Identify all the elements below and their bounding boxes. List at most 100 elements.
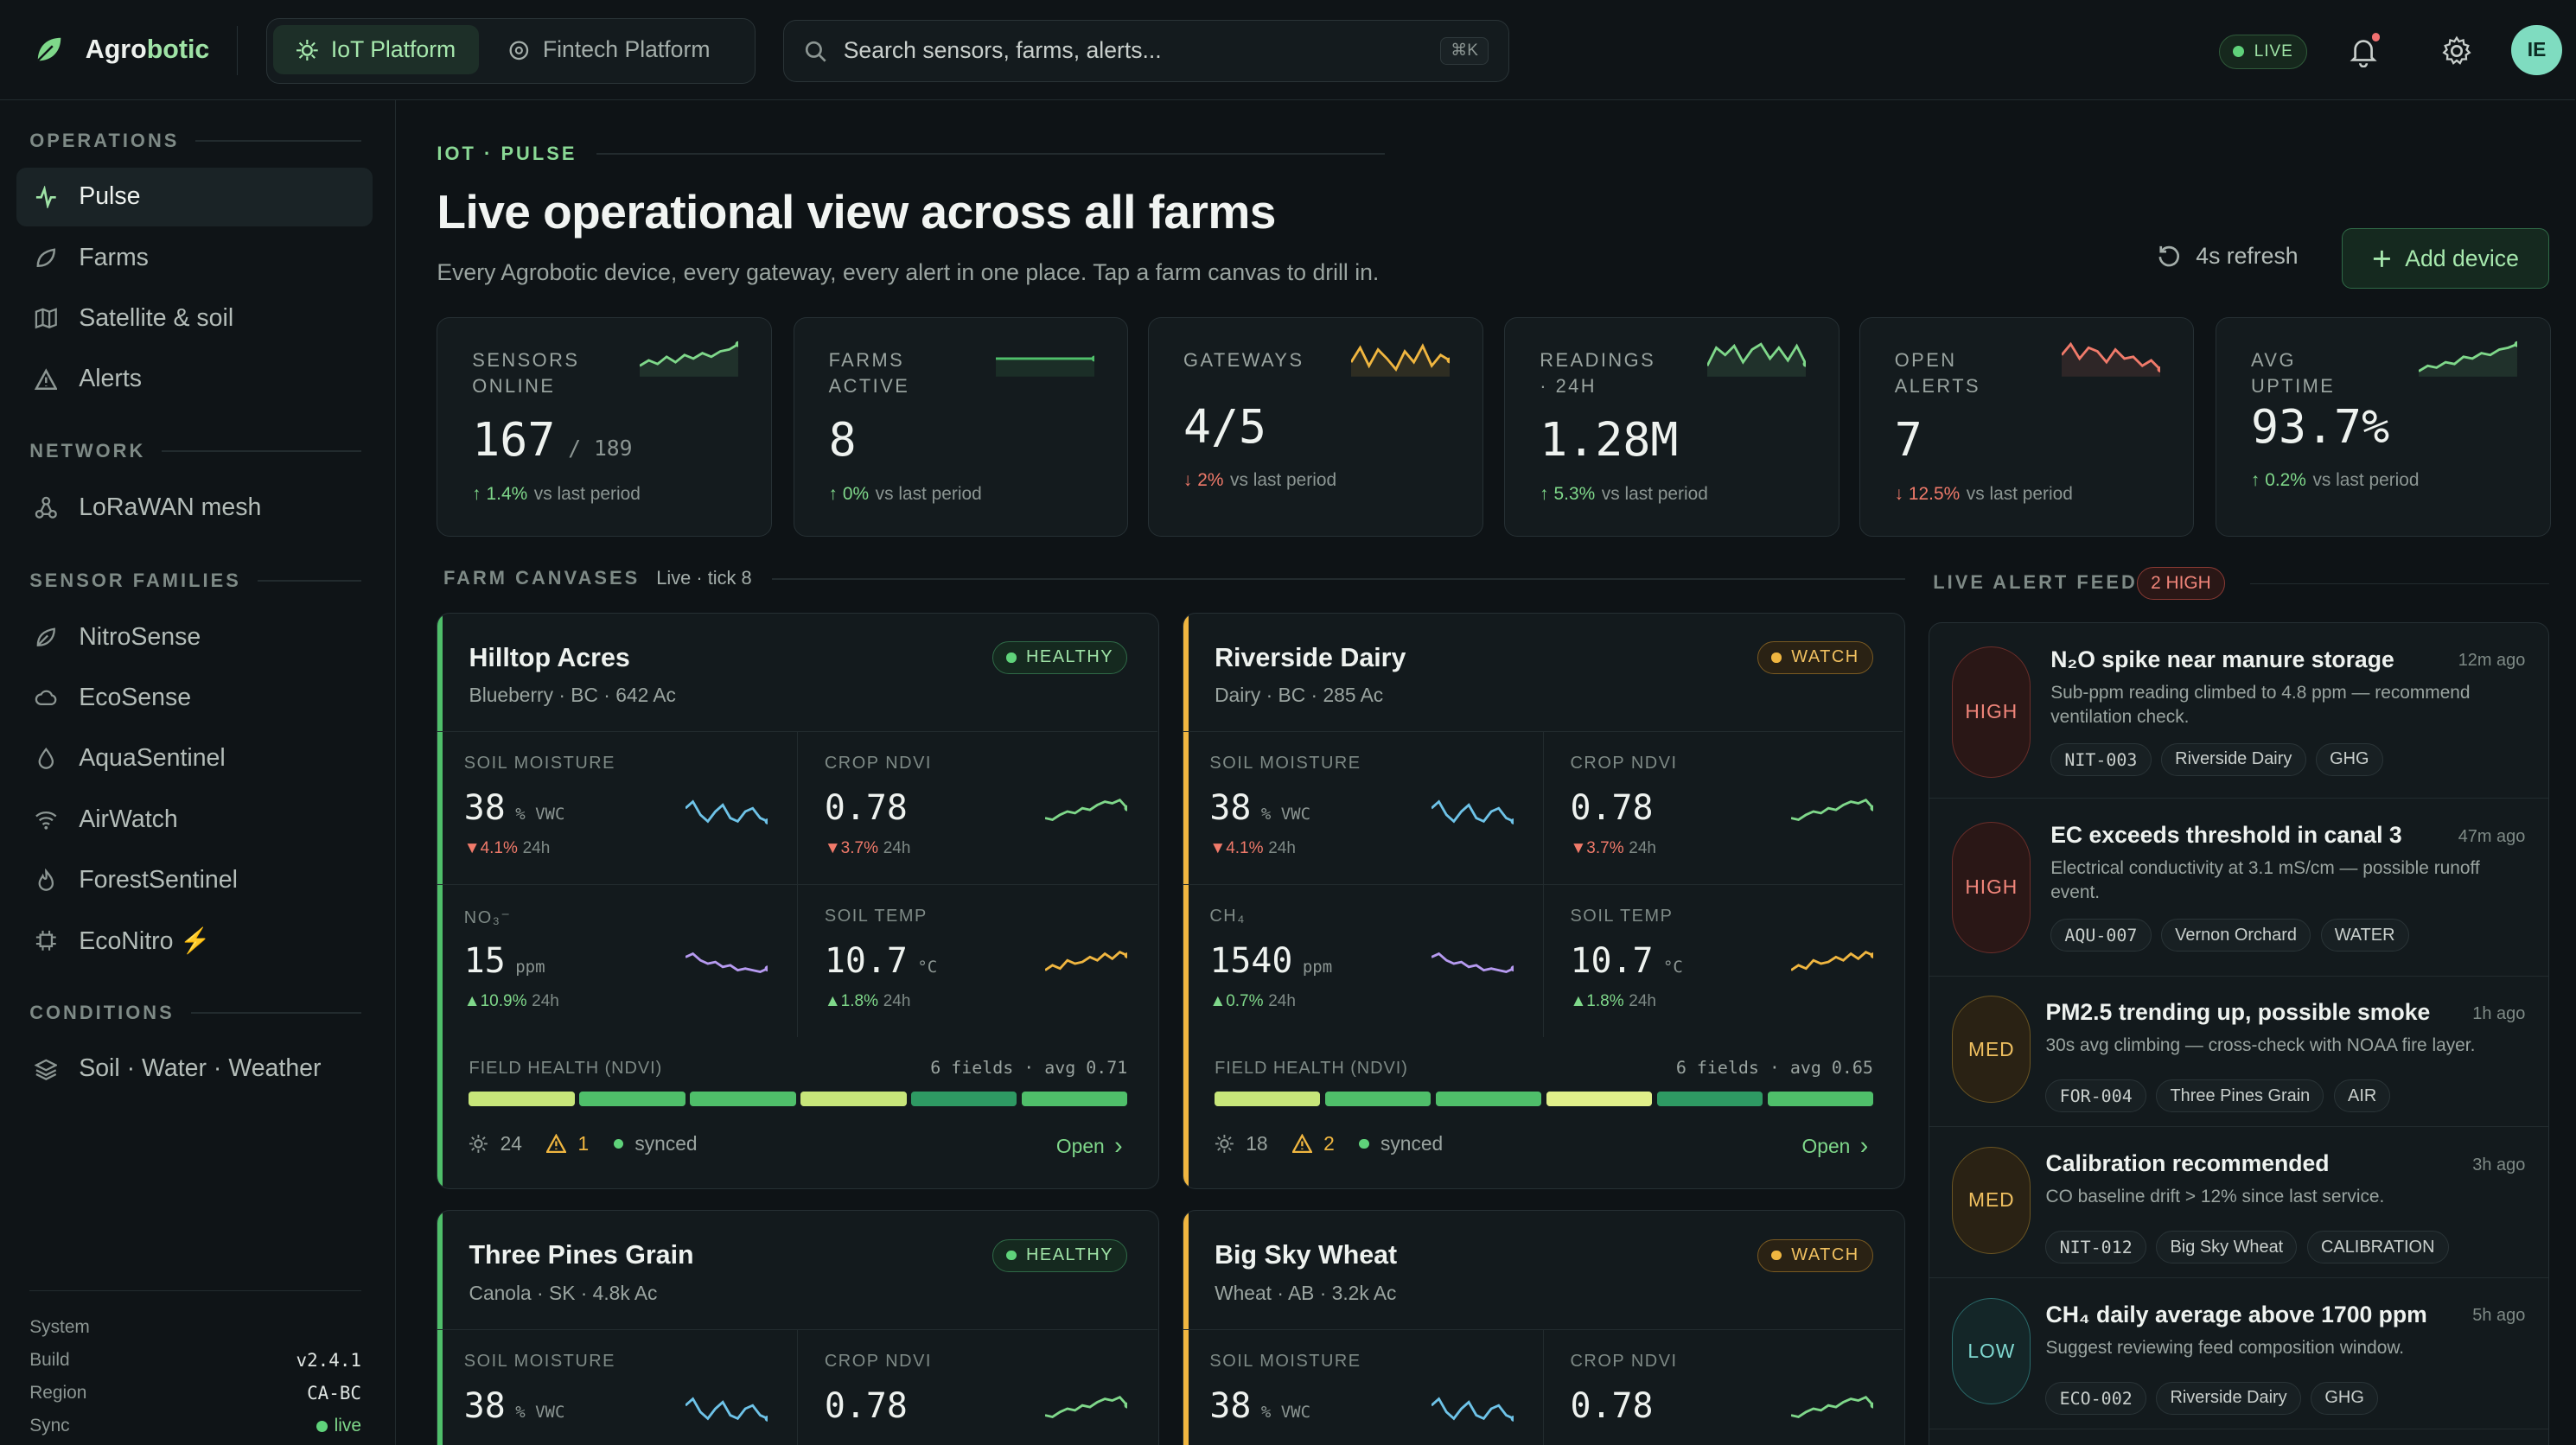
alert-item[interactable]: HIGH EC exceeds threshold in canal 3 47m a… (1929, 799, 2548, 977)
metric-tile: SOIL TEMP 10.7 °C ▲1.8% 24h (1543, 884, 1903, 1037)
flame-icon (33, 867, 59, 893)
farm-card[interactable]: Big Sky Wheat Wheat · AB · 3.2k Ac WATCH SO… (1183, 1210, 1905, 1445)
field-health-segment[interactable] (1767, 1091, 1874, 1106)
add-device-button[interactable]: Add device (2342, 228, 2549, 290)
farm-meta: Wheat · AB · 3.2k Ac (1215, 1281, 1397, 1304)
field-health-segment[interactable] (1435, 1091, 1542, 1106)
field-health-segment[interactable] (1656, 1091, 1763, 1106)
sidebar-item-nitrosense[interactable]: NitroSense (16, 608, 373, 666)
sidebar-item-soil-water-weather[interactable]: Soil · Water · Weather (16, 1040, 373, 1098)
tag-chip[interactable]: GHG (2311, 1381, 2379, 1415)
field-health-segment[interactable] (579, 1091, 685, 1106)
alert-time: 3h ago (2472, 1155, 2526, 1174)
kpi-note: vs last period (1966, 483, 2073, 504)
tag-chip[interactable]: AQU-007 (2050, 919, 2152, 952)
sync-label: Sync (29, 1416, 70, 1436)
settings-button[interactable] (2440, 35, 2473, 67)
build-value: v2.4.1 (296, 1350, 361, 1372)
metric-value: 15 ppm (463, 940, 545, 981)
alert-item[interactable]: LOW CH₄ daily average above 1700 ppm 5h ag… (1929, 1278, 2548, 1429)
triangle-up-icon: ▲1.8% (1570, 991, 1624, 1010)
pulse-icon (33, 184, 59, 210)
kpi-card[interactable]: GATEWAYS 4/5 ↓ 2% vs last period (1148, 316, 1483, 538)
tag-chip[interactable]: Three Pines Grain (2156, 1079, 2324, 1113)
live-status-badge: LIVE (2218, 34, 2307, 69)
metric-unit: % VWC (1251, 1402, 1311, 1422)
alert-item[interactable]: MED PM2.5 trending up, possible smoke 1h a… (1929, 977, 2548, 1128)
refresh-control[interactable]: 4s refresh (2157, 243, 2299, 270)
region-label: Region (29, 1383, 87, 1404)
tag-chip[interactable]: GHG (2315, 742, 2383, 776)
status-dot-icon (1771, 1250, 1782, 1261)
field-health-segment[interactable] (469, 1091, 575, 1106)
sidebar-item-satellite-soil[interactable]: Satellite & soil (16, 289, 373, 347)
search-bar[interactable]: Search sensors, farms, alerts... ⌘K (783, 19, 1510, 82)
tab-fintech-platform[interactable]: Fintech Platform (485, 25, 733, 74)
metric-period: 24h (1629, 991, 1656, 1010)
metric-unit: % VWC (1251, 805, 1311, 824)
metric-unit: % VWC (505, 1402, 565, 1422)
field-health-segment[interactable] (1022, 1091, 1128, 1106)
farm-card[interactable]: Hilltop Acres Blueberry · BC · 642 Ac HEAL… (437, 612, 1160, 1189)
tag-chip[interactable]: Big Sky Wheat (2156, 1231, 2298, 1264)
metric-value: 38 % VWC (1209, 788, 1311, 829)
kpi-label: FARMS ACTIVE (828, 348, 910, 398)
field-health-segment[interactable] (1546, 1091, 1653, 1106)
sidebar-item-label: EcoSense (79, 683, 192, 711)
live-label: LIVE (2254, 41, 2293, 60)
tag-chip[interactable]: NIT-012 (2045, 1231, 2146, 1264)
field-health-segment[interactable] (1215, 1091, 1321, 1106)
user-avatar[interactable]: IE (2511, 24, 2562, 76)
tag-chip[interactable]: WATER (2320, 919, 2409, 952)
sidebar-item-ecosense[interactable]: EcoSense (16, 668, 373, 727)
tag-chip[interactable]: FOR-004 (2045, 1079, 2146, 1113)
kpi-value: 1.28M (1540, 412, 1679, 467)
search-input[interactable]: Search sensors, farms, alerts... (843, 37, 1162, 64)
sidebar-item-econitro[interactable]: EcoNitro ⚡ (16, 911, 373, 970)
sidebar-item-airwatch[interactable]: AirWatch (16, 790, 373, 849)
sidebar-item-pulse[interactable]: Pulse (16, 167, 373, 227)
field-health-segment[interactable] (1325, 1091, 1431, 1106)
farm-card[interactable]: Riverside Dairy Dairy · BC · 285 Ac WATCH S… (1183, 612, 1905, 1189)
breadcrumb-text: IOT · PULSE (437, 143, 577, 165)
notifications-button[interactable] (2349, 33, 2381, 67)
kpi-card[interactable]: SENSORS ONLINE 167 / 189 ↑ 1.4% vs last pe… (437, 316, 772, 538)
metric-label: SOIL TEMP (1570, 906, 1674, 926)
open-farm-link[interactable]: Open › (1056, 1132, 1123, 1161)
alert-title: EC exceeds threshold in canal 3 (2050, 821, 2402, 848)
layers-icon (33, 1056, 59, 1082)
kpi-value: 8 (828, 412, 857, 467)
kpi-card[interactable]: READINGS · 24H 1.28M ↑ 5.3% vs last period (1504, 316, 1840, 538)
tag-chip[interactable]: ECO-002 (2045, 1381, 2146, 1415)
sidebar-item-aquasentinel[interactable]: AquaSentinel (16, 729, 373, 788)
divider (236, 26, 239, 76)
sidebar-item-farms[interactable]: Farms (16, 228, 373, 287)
sidebar-item-lorawan-mesh[interactable]: LoRaWAN mesh (16, 478, 373, 537)
kpi-card[interactable]: OPEN ALERTS 7 ↓ 12.5% vs last period (1859, 316, 2195, 538)
field-health-segment[interactable] (690, 1091, 796, 1106)
sidebar-item-label: Alerts (79, 365, 143, 393)
tag-chip[interactable]: Vernon Orchard (2160, 919, 2311, 952)
tag-chip[interactable]: CALIBRATION (2306, 1231, 2449, 1264)
alert-item[interactable]: HIGH N₂O spike near manure storage 12m ago… (1929, 623, 2548, 799)
metric-unit: °C (907, 957, 938, 977)
farm-card[interactable]: Three Pines Grain Canola · SK · 4.8k Ac HE… (437, 1210, 1160, 1445)
field-health-segment[interactable] (800, 1091, 907, 1106)
alert-item[interactable]: MED Calibration recommended 3h ago CO basel… (1929, 1127, 2548, 1279)
status-label: HEALTHY (1025, 647, 1114, 667)
sidebar-item-alerts[interactable]: Alerts (16, 350, 373, 409)
tag-chip[interactable]: Riverside Dairy (2160, 742, 2306, 776)
metric-tile: SOIL TEMP 10.7 °C ▲1.8% 24h (797, 884, 1157, 1037)
tag-chip[interactable]: NIT-003 (2050, 742, 2152, 776)
metric-label: SOIL MOISTURE (1209, 754, 1361, 773)
sidebar-item-forestsentinel[interactable]: ForestSentinel (16, 850, 373, 909)
tag-chip[interactable]: Riverside Dairy (2156, 1381, 2301, 1415)
page-title: Live operational view across all farms (437, 184, 1276, 239)
kpi-card[interactable]: FARMS ACTIVE 8 ↑ 0% vs last period (793, 316, 1129, 538)
field-health-segment[interactable] (911, 1091, 1017, 1106)
tab-iot-platform[interactable]: IoT Platform (273, 25, 479, 75)
kpi-card[interactable]: AVG UPTIME 93.7% ↑ 0.2% vs last period (2216, 316, 2551, 538)
brand[interactable]: Agrobotic (33, 33, 209, 66)
open-farm-link[interactable]: Open › (1802, 1132, 1869, 1161)
tag-chip[interactable]: AIR (2333, 1079, 2391, 1113)
